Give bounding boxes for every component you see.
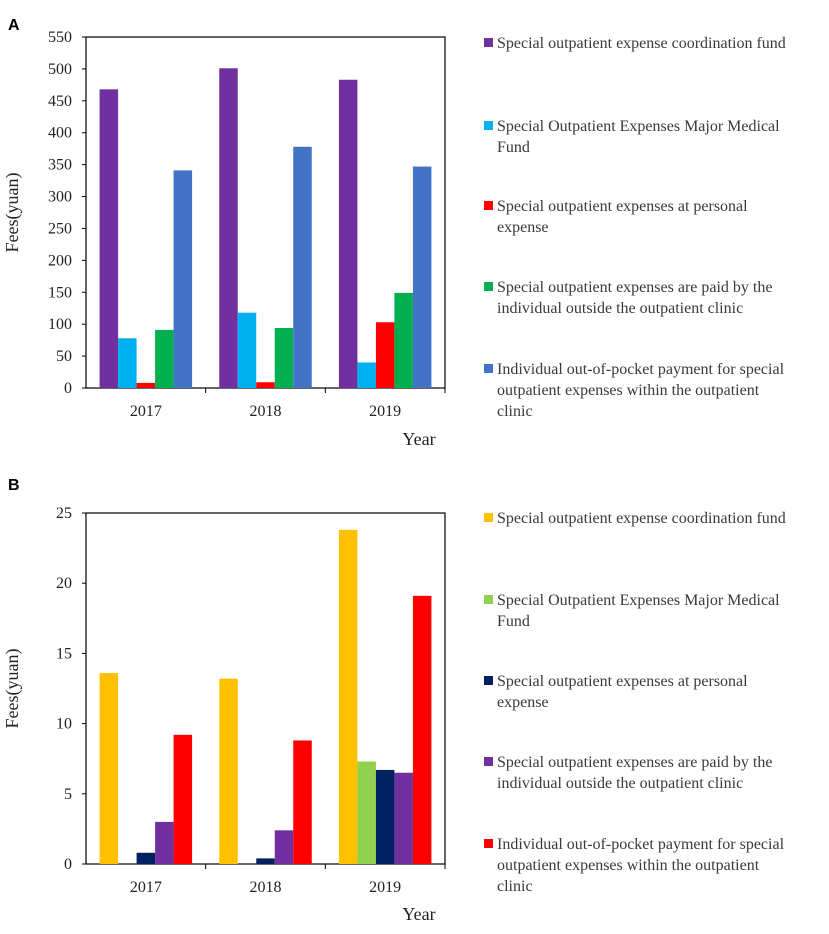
y-axis-title: Fees(yuan) — [2, 173, 23, 253]
y-tick-label: 450 — [48, 93, 72, 110]
bar-special-outpatient-expense-coordination--2018 — [219, 678, 238, 864]
bar-special-outpatient-expenses-are-paid-by--2018 — [274, 328, 294, 388]
x-axis-title: Year — [402, 904, 435, 924]
bar-special-outpatient-expenses-at-personal--2017 — [136, 382, 156, 388]
bar-special-outpatient-expense-coordination--2018 — [219, 68, 238, 389]
y-tick-label: 400 — [48, 125, 72, 142]
x-axis-title: Year — [402, 429, 435, 449]
x-tick-label: 2017 — [130, 403, 162, 420]
bar-individual-out-of-pocket-payment-for-spe-2018 — [293, 146, 312, 388]
x-tick-label: 2019 — [369, 879, 401, 896]
bar-individual-out-of-pocket-payment-for-spe-2019 — [412, 166, 432, 388]
legend-swatch-4 — [484, 364, 493, 373]
legend-entry-4: Individual out-of-pocket payment for spe… — [497, 361, 785, 420]
y-tick-label: 550 — [48, 29, 72, 46]
bar-special-outpatient-expenses-major-medica-2019 — [357, 761, 376, 864]
legend-entry-4: Individual out-of-pocket payment for spe… — [497, 836, 785, 895]
bar-special-outpatient-expense-coordination--2019 — [338, 529, 358, 864]
legend-swatch-1 — [484, 595, 493, 604]
panel-letter: A — [8, 17, 20, 34]
panel-b: B 0 5 10 15 20 25 2017 2018 2019 Fees(yuan) Year Spe… — [2, 477, 786, 924]
legend-swatch-3 — [484, 757, 493, 766]
legend-swatch-4 — [484, 839, 493, 848]
legend-entry-0: Special outpatient expense coordination … — [497, 510, 786, 527]
y-tick-label: 15 — [56, 645, 72, 662]
y-tick-label: 350 — [48, 157, 72, 174]
y-tick-label: 200 — [48, 252, 72, 269]
y-tick-label: 5 — [64, 786, 72, 803]
x-tick-label: 2018 — [250, 879, 282, 896]
legend: Special outpatient expense coordination … — [484, 35, 786, 420]
bar-special-outpatient-expenses-are-paid-by--2019 — [394, 292, 413, 388]
legend-entry-2: Special outpatient expenses at personal e… — [497, 198, 748, 236]
y-tick-label: 150 — [48, 284, 72, 301]
y-tick-label: 10 — [56, 716, 72, 733]
y-tick-label: 100 — [48, 316, 72, 333]
bar-special-outpatient-expenses-major-medica-2019 — [357, 362, 376, 388]
x-tick-label: 2019 — [369, 403, 401, 420]
legend-swatch-1 — [484, 121, 493, 130]
legend-entry-3: Special outpatient expenses are paid by … — [497, 279, 772, 317]
bar-special-outpatient-expenses-at-personal--2017 — [136, 852, 156, 864]
y-tick-label: 25 — [56, 505, 72, 522]
legend-entry-0: Special outpatient expense coordination … — [497, 35, 786, 52]
y-tick-label: 0 — [64, 856, 72, 873]
bar-individual-out-of-pocket-payment-for-spe-2018 — [293, 740, 312, 864]
bar-individual-out-of-pocket-payment-for-spe-2017 — [173, 170, 193, 388]
y-tick-label: 50 — [56, 348, 72, 365]
bar-individual-out-of-pocket-payment-for-spe-2019 — [412, 595, 432, 864]
bar-individual-out-of-pocket-payment-for-spe-2017 — [173, 734, 193, 864]
panel-letter: B — [8, 477, 20, 494]
y-tick-label: 0 — [64, 380, 72, 397]
bar-special-outpatient-expenses-are-paid-by--2017 — [155, 821, 174, 864]
bar-special-outpatient-expense-coordination--2017 — [99, 89, 119, 389]
x-tick-label: 2017 — [130, 879, 162, 896]
legend-entry-2: Special outpatient expenses at personal e… — [497, 673, 748, 711]
bar-special-outpatient-expenses-at-personal--2018 — [256, 382, 275, 388]
y-tick-label: 20 — [56, 575, 72, 592]
y-tick-label: 250 — [48, 220, 72, 237]
legend-swatch-0 — [484, 38, 493, 47]
bar-special-outpatient-expenses-are-paid-by--2019 — [394, 772, 413, 864]
plot-area — [85, 512, 446, 865]
bar-special-outpatient-expenses-at-personal--2019 — [375, 769, 395, 864]
legend-entry-1: Special Outpatient Expenses Major Medica… — [497, 592, 780, 630]
bar-special-outpatient-expenses-at-personal--2019 — [375, 322, 395, 388]
y-tick-label: 300 — [48, 189, 72, 206]
legend-swatch-0 — [484, 513, 493, 522]
bar-special-outpatient-expense-coordination--2017 — [99, 673, 119, 864]
bar-special-outpatient-expenses-are-paid-by--2017 — [155, 329, 174, 388]
legend-entry-3: Special outpatient expenses are paid by … — [497, 754, 772, 792]
legend-entry-1: Special Outpatient Expenses Major Medica… — [497, 118, 780, 156]
bar-special-outpatient-expense-coordination--2019 — [338, 79, 358, 388]
bar-special-outpatient-expenses-at-personal--2018 — [256, 858, 275, 864]
bar-special-outpatient-expenses-are-paid-by--2018 — [274, 830, 294, 864]
panel-a: A 0 50 100 150 200 250 300 350 400 450 500 550 2017 20… — [2, 17, 786, 449]
legend-swatch-2 — [484, 676, 493, 685]
legend-swatch-2 — [484, 201, 493, 210]
x-tick-label: 2018 — [250, 403, 282, 420]
bar-special-outpatient-expenses-major-medica-2017 — [118, 338, 137, 388]
bar-special-outpatient-expenses-major-medica-2018 — [237, 312, 257, 388]
y-tick-label: 500 — [48, 61, 72, 78]
legend: Special outpatient expense coordination … — [484, 510, 786, 895]
legend-swatch-3 — [484, 282, 493, 291]
y-axis-title: Fees(yuan) — [2, 649, 23, 729]
